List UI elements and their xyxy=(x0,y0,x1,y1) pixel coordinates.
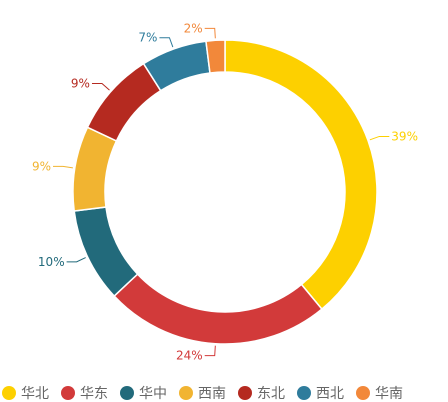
data-label-华北: 39% xyxy=(391,129,418,143)
leader-line-华南 xyxy=(204,27,216,39)
legend-label: 西南 xyxy=(198,386,226,402)
slice-西南 xyxy=(72,126,118,212)
legend-swatch xyxy=(179,386,193,400)
data-label-西北: 7% xyxy=(138,31,157,45)
data-label-华南: 2% xyxy=(184,21,203,35)
legend: 华北 华东 华中 西南 东北 西北 华南 xyxy=(2,384,448,402)
legend-swatch xyxy=(2,386,16,400)
legend-swatch xyxy=(61,386,75,400)
leader-line-东北 xyxy=(91,83,110,91)
legend-label: 华东 xyxy=(80,386,108,402)
legend-item-西北[interactable]: 西北 xyxy=(297,384,344,402)
data-labels-group: 39% 24% 10% 9% 9% 7% 2% xyxy=(32,21,418,362)
legend-label: 华北 xyxy=(21,386,49,402)
legend-swatch xyxy=(297,386,311,400)
leader-line-西南 xyxy=(53,165,73,169)
data-label-东北: 9% xyxy=(71,77,90,91)
legend-item-东北[interactable]: 东北 xyxy=(238,384,285,402)
legend-swatch xyxy=(356,386,370,400)
legend-swatch xyxy=(120,386,134,400)
slice-华东 xyxy=(113,273,323,345)
legend-item-华北[interactable]: 华北 xyxy=(2,384,49,402)
data-label-华东: 24% xyxy=(176,349,203,363)
leader-line-华东 xyxy=(204,345,216,357)
leader-line-华中 xyxy=(66,257,86,263)
data-label-西南: 9% xyxy=(32,159,51,173)
legend-item-华东[interactable]: 华东 xyxy=(61,384,108,402)
leader-line-华北 xyxy=(369,135,390,141)
slice-华南 xyxy=(205,39,226,74)
slice-华中 xyxy=(73,206,139,298)
legend-label: 东北 xyxy=(257,386,285,402)
legend-item-华南[interactable]: 华南 xyxy=(356,384,403,402)
legend-label: 西北 xyxy=(316,386,344,402)
legend-label: 华中 xyxy=(139,386,167,402)
data-label-华中: 10% xyxy=(38,255,65,269)
slice-华北 xyxy=(224,39,378,311)
slice-东北 xyxy=(86,62,162,142)
leader-line-西北 xyxy=(159,37,174,48)
legend-swatch xyxy=(238,386,252,400)
leader-lines-group xyxy=(53,27,390,357)
slices-group xyxy=(72,39,378,345)
legend-item-西南[interactable]: 西南 xyxy=(179,384,226,402)
legend-label: 华南 xyxy=(375,386,403,402)
legend-item-华中[interactable]: 华中 xyxy=(120,384,167,402)
